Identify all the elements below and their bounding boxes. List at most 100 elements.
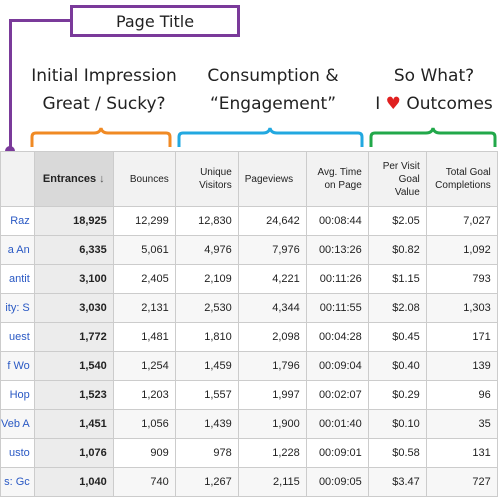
pageviews-cell: 2,098 <box>237 322 307 352</box>
page-link[interactable]: uest <box>0 322 35 352</box>
total-goal-cell: 1,092 <box>425 235 498 265</box>
page-link[interactable]: f Wo <box>0 351 35 381</box>
pageviews-column-header[interactable]: Pageviews <box>237 151 307 207</box>
per-visit-goal-cell: $0.10 <box>367 409 427 439</box>
total-goal-header-line1: Total Goal <box>445 167 491 178</box>
so-what-line2: I ♥ Outcomes <box>368 90 500 118</box>
pageviews-header-label: Pageviews <box>244 173 294 185</box>
table-row: f Wo 1,540 1,254 1,459 1,796 00:09:04 $0.40 139 <box>0 351 498 381</box>
page-link[interactable]: ity: S <box>0 293 35 323</box>
unique-visitors-cell: 12,830 <box>174 206 239 236</box>
entrances-cell: 1,451 <box>33 409 114 439</box>
total-goal-cell: 96 <box>425 380 498 410</box>
bounces-cell: 2,405 <box>112 264 176 294</box>
entrances-cell: 1,523 <box>33 380 114 410</box>
total-goal-cell: 1,303 <box>425 293 498 323</box>
total-goal-cell: 171 <box>425 322 498 352</box>
bounces-cell: 740 <box>112 467 176 497</box>
initial-impression-label: Initial Impression Great / Sucky? <box>22 62 186 118</box>
unique-visitors-cell: 2,530 <box>174 293 239 323</box>
total-goal-column-header[interactable]: Total Goal Completions <box>425 151 498 207</box>
orange-brace <box>30 127 172 149</box>
bounces-header-label: Bounces <box>129 173 169 185</box>
entrances-header-label: Entrances <box>42 172 97 185</box>
total-goal-cell: 131 <box>425 438 498 468</box>
table-row: antit 3,100 2,405 2,109 4,221 00:11:26 $1.15 79… <box>0 264 498 294</box>
page-link[interactable]: Hop <box>0 380 35 410</box>
avg-time-header-line1: Avg. Time <box>317 167 362 178</box>
analytics-table: Entrances ↓ Bounces Unique Visitors Pagev… <box>0 151 498 497</box>
page-link[interactable]: a An <box>0 235 35 265</box>
unique-visitors-cell: 1,267 <box>174 467 239 497</box>
page-link[interactable]: s: Gc <box>0 467 35 497</box>
consumption-label: Consumption & “Engagement” <box>188 62 358 118</box>
unique-visitors-header-line2: Visitors <box>199 180 232 191</box>
blue-brace <box>177 127 364 149</box>
page-link[interactable]: Raz <box>0 206 35 236</box>
page-column-header <box>0 151 35 207</box>
total-goal-header-line2: Completions <box>435 180 491 191</box>
entrances-cell: 3,030 <box>33 293 114 323</box>
total-goal-cell: 35 <box>425 409 498 439</box>
total-goal-cell: 727 <box>425 467 498 497</box>
per-visit-goal-cell: $0.29 <box>367 380 427 410</box>
avg-time-cell: 00:08:44 <box>305 206 369 236</box>
per-visit-goal-cell: $3.47 <box>367 467 427 497</box>
unique-visitors-column-header[interactable]: Unique Visitors <box>174 151 239 207</box>
page-link[interactable]: Veb A <box>0 409 35 439</box>
pageviews-cell: 24,642 <box>237 206 307 236</box>
pageviews-cell: 1,997 <box>237 380 307 410</box>
entrances-cell: 1,076 <box>33 438 114 468</box>
total-goal-cell: 7,027 <box>425 206 498 236</box>
unique-visitors-cell: 1,810 <box>174 322 239 352</box>
per-visit-goal-header-line3: Value <box>394 186 420 198</box>
heart-icon: ♥ <box>385 94 401 114</box>
table-row: uest 1,772 1,481 1,810 2,098 00:04:28 $0.45 171 <box>0 322 498 352</box>
table-row: ity: S 3,030 2,131 2,530 4,344 00:11:55 $2.08 1… <box>0 293 498 323</box>
page-title-callout: Page Title <box>70 5 240 37</box>
consumption-line2: “Engagement” <box>209 94 337 114</box>
per-visit-goal-cell: $0.45 <box>367 322 427 352</box>
down-arrow-icon[interactable]: ↓ <box>99 172 105 185</box>
pageviews-cell: 2,115 <box>237 467 307 497</box>
page-title-connector <box>9 19 70 22</box>
table-row: a An 6,335 5,061 4,976 7,976 00:13:26 $0.82 1,0… <box>0 235 498 265</box>
consumption-line1: Consumption & <box>207 66 339 86</box>
bounces-cell: 1,203 <box>112 380 176 410</box>
unique-visitors-cell: 1,459 <box>174 351 239 381</box>
pageviews-cell: 1,796 <box>237 351 307 381</box>
pageviews-cell: 7,976 <box>237 235 307 265</box>
entrances-cell: 3,100 <box>33 264 114 294</box>
avg-time-cell: 00:04:28 <box>305 322 369 352</box>
per-visit-goal-column-header[interactable]: Per Visit Goal Value <box>367 151 427 207</box>
bounces-cell: 1,481 <box>112 322 176 352</box>
unique-visitors-cell: 4,976 <box>174 235 239 265</box>
page-title-label: Page Title <box>115 11 195 31</box>
page-link[interactable]: usto <box>0 438 35 468</box>
table-body: Raz 18,925 12,299 12,830 24,642 00:08:44 $2.05… <box>0 206 498 497</box>
bounces-cell: 2,131 <box>112 293 176 323</box>
per-visit-goal-cell: $0.58 <box>367 438 427 468</box>
avg-time-column-header[interactable]: Avg. Time on Page <box>305 151 369 207</box>
bounces-cell: 1,254 <box>112 351 176 381</box>
entrances-cell: 6,335 <box>33 235 114 265</box>
entrances-cell: 1,040 <box>33 467 114 497</box>
avg-time-cell: 00:01:40 <box>305 409 369 439</box>
table-row: usto 1,076 909 978 1,228 00:09:01 $0.58 131 <box>0 438 498 468</box>
page-title-connector-vertical <box>9 19 12 149</box>
bounces-cell: 909 <box>112 438 176 468</box>
green-brace <box>369 127 497 149</box>
so-what-label: So What? I ♥ Outcomes <box>368 62 500 118</box>
per-visit-goal-header-line1: Per Visit <box>382 160 420 172</box>
per-visit-goal-cell: $2.08 <box>367 293 427 323</box>
initial-impression-line2: Great / Sucky? <box>42 94 166 114</box>
analytics-table-container: Entrances ↓ Bounces Unique Visitors Pagev… <box>0 151 500 497</box>
total-goal-cell: 793 <box>425 264 498 294</box>
unique-visitors-cell: 2,109 <box>174 264 239 294</box>
entrances-column-header[interactable]: Entrances ↓ <box>33 151 114 207</box>
per-visit-goal-cell: $0.40 <box>367 351 427 381</box>
avg-time-cell: 00:13:26 <box>305 235 369 265</box>
page-link[interactable]: antit <box>0 264 35 294</box>
bounces-column-header[interactable]: Bounces <box>112 151 176 207</box>
bounces-cell: 12,299 <box>112 206 176 236</box>
